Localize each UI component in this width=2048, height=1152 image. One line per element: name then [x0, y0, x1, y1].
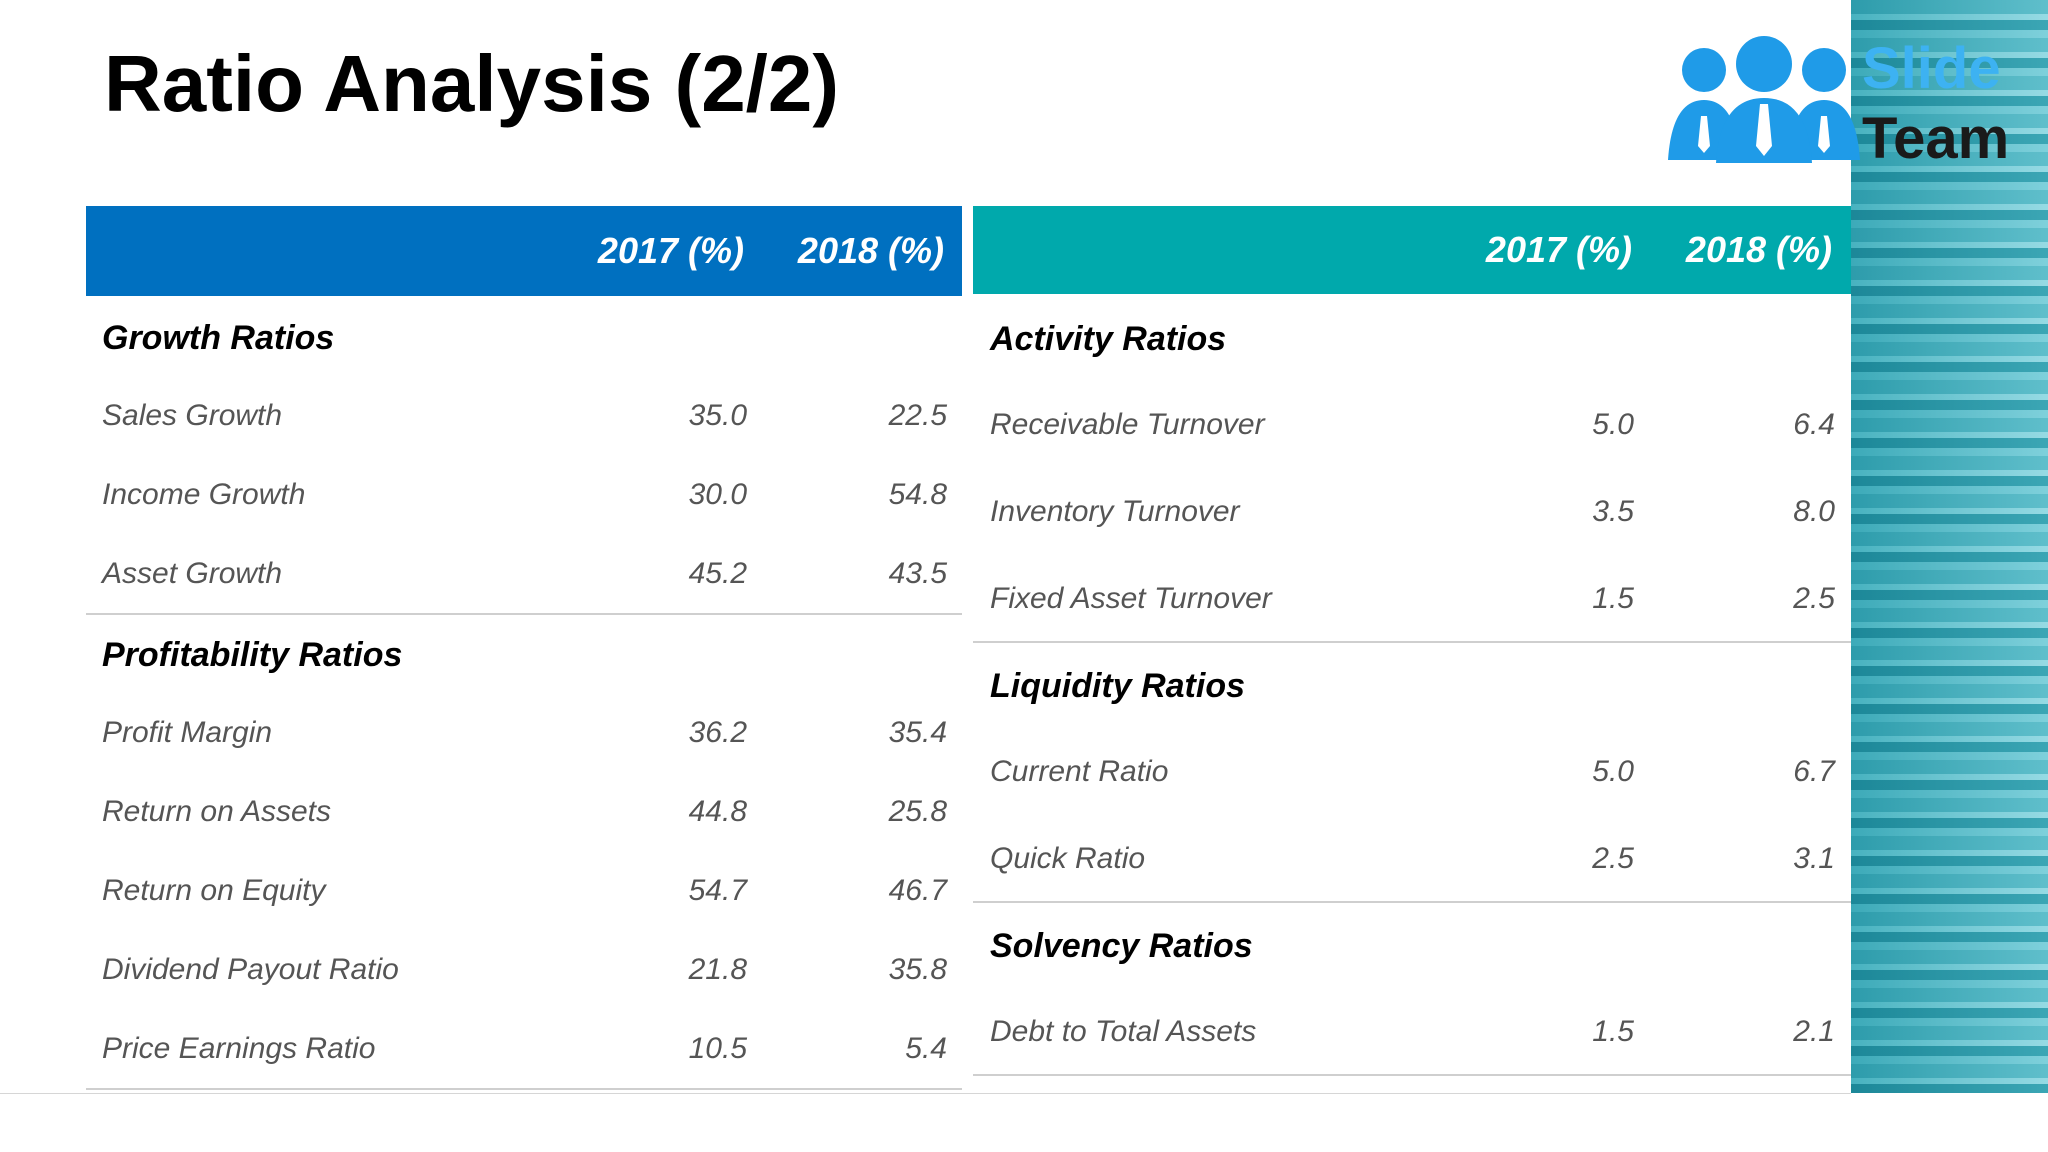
column-header: 2018 (%): [1685, 229, 1832, 270]
cell-value: 8.0: [1793, 495, 1835, 528]
row-label: Quick Ratio: [990, 842, 1146, 875]
section-divider: [973, 901, 1851, 903]
logo-icon: [1668, 36, 1860, 163]
section-divider: [86, 613, 962, 615]
section-title: Liquidity Ratios: [990, 667, 1245, 705]
cell-value: 5.4: [905, 1032, 947, 1065]
cell-value: 5.0: [1592, 755, 1634, 788]
section-divider: [973, 641, 1851, 643]
row-label: Asset Growth: [102, 557, 283, 590]
row-label: Inventory Turnover: [990, 495, 1240, 528]
cell-value: 10.5: [688, 1032, 747, 1065]
row-label: Price Earnings Ratio: [102, 1032, 376, 1065]
cell-value: 3.5: [1592, 495, 1634, 528]
row-label: Dividend Payout Ratio: [102, 953, 399, 986]
slide-title: Ratio Analysis (2/2): [104, 39, 840, 128]
table-header: [86, 206, 962, 296]
cell-value: 46.7: [888, 874, 947, 907]
cell-value: 6.7: [1793, 755, 1835, 788]
cell-value: 54.7: [688, 874, 747, 907]
section-title: Solvency Ratios: [990, 927, 1253, 965]
cell-value: 2.5: [1793, 582, 1835, 615]
cell-value: 21.8: [688, 953, 747, 986]
cell-value: 6.4: [1793, 408, 1835, 441]
cell-value: 36.2: [688, 716, 747, 749]
column-header: 2017 (%): [1485, 229, 1632, 270]
cell-value: 1.5: [1592, 1015, 1634, 1048]
row-label: Return on Assets: [102, 795, 331, 828]
row-label: Current Ratio: [990, 755, 1169, 788]
section-divider: [86, 1088, 962, 1090]
row-label: Income Growth: [102, 478, 306, 511]
cell-value: 1.5: [1592, 582, 1634, 615]
row-label: Return on Equity: [102, 874, 326, 907]
table-header: [973, 206, 1851, 294]
section-divider: [973, 1074, 1851, 1076]
section-title: Growth Ratios: [102, 319, 335, 357]
cell-value: 43.5: [888, 557, 947, 590]
cell-value: 22.5: [888, 399, 947, 432]
row-label: Sales Growth: [102, 399, 283, 432]
cell-value: 5.0: [1592, 408, 1634, 441]
cell-value: 3.1: [1793, 842, 1835, 875]
cell-value: 30.0: [688, 478, 747, 511]
coin-image: [1851, 0, 2048, 1093]
row-label: Debt to Total Assets: [990, 1015, 1257, 1048]
cell-value: 45.2: [688, 557, 747, 590]
cell-value: 25.8: [888, 795, 947, 828]
column-header: 2017 (%): [597, 230, 744, 271]
footer-line: [0, 1093, 1851, 1094]
cell-value: 2.1: [1793, 1015, 1835, 1048]
section-title: Profitability Ratios: [102, 636, 403, 674]
cell-value: 35.8: [888, 953, 947, 986]
logo-text: Team: [1862, 106, 2010, 171]
column-header: 2018 (%): [797, 230, 944, 271]
cell-value: 35.0: [688, 399, 747, 432]
cell-value: 54.8: [888, 478, 947, 511]
cell-value: 44.8: [688, 795, 747, 828]
cell-value: 35.4: [888, 716, 947, 749]
logo-text: Slide: [1862, 36, 2001, 101]
row-label: Profit Margin: [102, 716, 273, 749]
section-title: Activity Ratios: [990, 320, 1227, 358]
row-label: Fixed Asset Turnover: [990, 582, 1272, 615]
row-label: Receivable Turnover: [990, 408, 1265, 441]
cell-value: 2.5: [1592, 842, 1634, 875]
